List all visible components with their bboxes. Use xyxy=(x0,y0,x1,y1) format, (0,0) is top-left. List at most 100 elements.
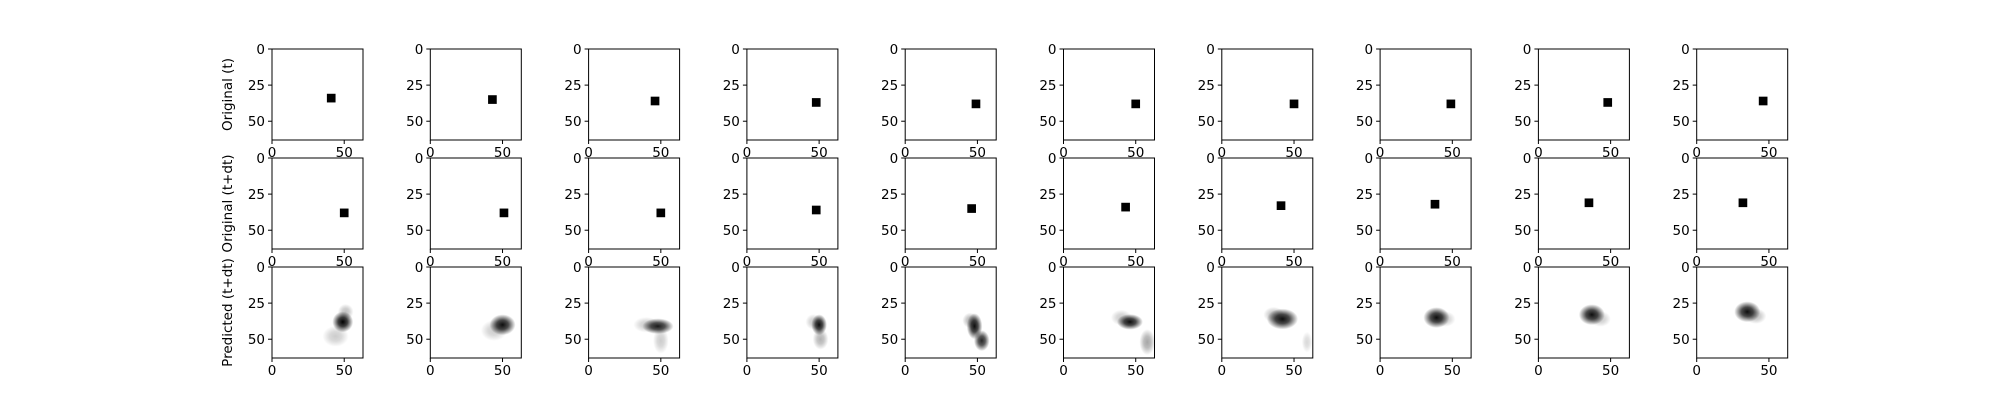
axes-frame xyxy=(1063,157,1155,250)
panel-content xyxy=(1430,199,1440,209)
y-tick-label: 25 xyxy=(881,187,898,203)
prediction-blob xyxy=(633,316,660,333)
y-tick-label: 0 xyxy=(573,260,582,276)
axes-frame xyxy=(1379,157,1472,250)
y-tick-label: 50 xyxy=(881,332,898,348)
axes-frame xyxy=(1063,266,1155,359)
x-tick-label: 50 xyxy=(652,145,669,161)
panel-content xyxy=(1263,306,1313,353)
x-tick-label: 50 xyxy=(1127,254,1144,270)
panel-content xyxy=(1603,98,1613,107)
square-marker xyxy=(326,93,336,103)
x-tick-label: 50 xyxy=(1602,363,1619,379)
x-tick-label: 50 xyxy=(1760,363,1777,379)
x-tick-label: 0 xyxy=(1218,145,1227,161)
y-tick-label: 0 xyxy=(1206,260,1215,276)
axes-frame xyxy=(1221,157,1314,250)
prediction-blob xyxy=(1745,308,1767,324)
square-marker xyxy=(1430,199,1440,209)
axes-frame xyxy=(746,48,839,141)
x-tick-label: 0 xyxy=(1376,145,1385,161)
y-tick-label: 0 xyxy=(1523,42,1532,58)
y-tick-label: 25 xyxy=(248,78,265,94)
x-tick-label: 0 xyxy=(1376,363,1385,379)
y-tick-label: 25 xyxy=(723,296,740,312)
x-tick-label: 50 xyxy=(811,145,828,161)
x-tick-label: 0 xyxy=(901,363,910,379)
y-tick-label: 0 xyxy=(415,42,424,58)
y-tick-label: 25 xyxy=(723,187,740,203)
panel-content xyxy=(1131,99,1141,109)
y-tick-label: 25 xyxy=(1514,296,1531,312)
panel-content xyxy=(811,98,821,107)
y-tick-label: 25 xyxy=(1198,78,1215,94)
y-tick-label: 50 xyxy=(1198,332,1215,348)
x-tick-label: 50 xyxy=(494,254,511,270)
y-tick-label: 0 xyxy=(1048,151,1057,167)
panel-content xyxy=(656,208,666,218)
y-tick-label: 25 xyxy=(1514,78,1531,94)
axes-frame xyxy=(1221,48,1314,141)
square-marker xyxy=(1276,201,1286,210)
y-tick-label: 0 xyxy=(1048,260,1057,276)
x-tick-label: 50 xyxy=(494,363,511,379)
prediction-blob xyxy=(337,303,354,320)
panel-content xyxy=(1423,307,1456,328)
y-tick-label: 25 xyxy=(1198,187,1215,203)
y-tick-label: 50 xyxy=(406,223,423,239)
prediction-blob xyxy=(812,328,829,350)
y-tick-label: 25 xyxy=(248,296,265,312)
y-tick-label: 25 xyxy=(1356,296,1373,312)
y-tick-label: 0 xyxy=(415,260,424,276)
panel-content xyxy=(811,205,821,215)
y-tick-label: 50 xyxy=(1039,114,1056,130)
prediction-blob xyxy=(1110,309,1132,326)
y-tick-label: 50 xyxy=(1198,114,1215,130)
panel-content xyxy=(1110,309,1155,356)
square-marker xyxy=(971,99,981,109)
y-tick-label: 50 xyxy=(406,114,423,130)
y-tick-label: 0 xyxy=(256,151,265,167)
y-tick-label: 50 xyxy=(723,332,740,348)
square-marker xyxy=(1603,98,1613,107)
y-tick-label: 0 xyxy=(1365,260,1374,276)
y-tick-label: 25 xyxy=(1673,78,1690,94)
y-tick-label: 50 xyxy=(723,223,740,239)
y-tick-label: 25 xyxy=(406,296,423,312)
square-marker xyxy=(1584,198,1594,208)
x-tick-label: 0 xyxy=(426,145,435,161)
prediction-blob xyxy=(653,327,669,354)
x-tick-label: 0 xyxy=(1692,363,1701,379)
y-tick-label: 0 xyxy=(731,151,740,167)
y-tick-label: 0 xyxy=(1365,42,1374,58)
x-tick-label: 0 xyxy=(1534,145,1543,161)
x-tick-label: 50 xyxy=(1127,363,1144,379)
x-tick-label: 50 xyxy=(1285,254,1302,270)
axes-frame xyxy=(588,48,681,141)
x-tick-label: 50 xyxy=(811,363,828,379)
y-tick-label: 50 xyxy=(723,114,740,130)
x-tick-label: 0 xyxy=(1534,254,1543,270)
y-tick-label: 50 xyxy=(248,332,265,348)
y-tick-label: 50 xyxy=(1673,114,1690,130)
panel-content xyxy=(1276,201,1286,210)
axes-frame xyxy=(429,48,522,141)
x-tick-label: 0 xyxy=(743,254,752,270)
y-tick-label: 25 xyxy=(881,296,898,312)
y-tick-label: 50 xyxy=(564,223,581,239)
axes-frame xyxy=(429,266,522,359)
